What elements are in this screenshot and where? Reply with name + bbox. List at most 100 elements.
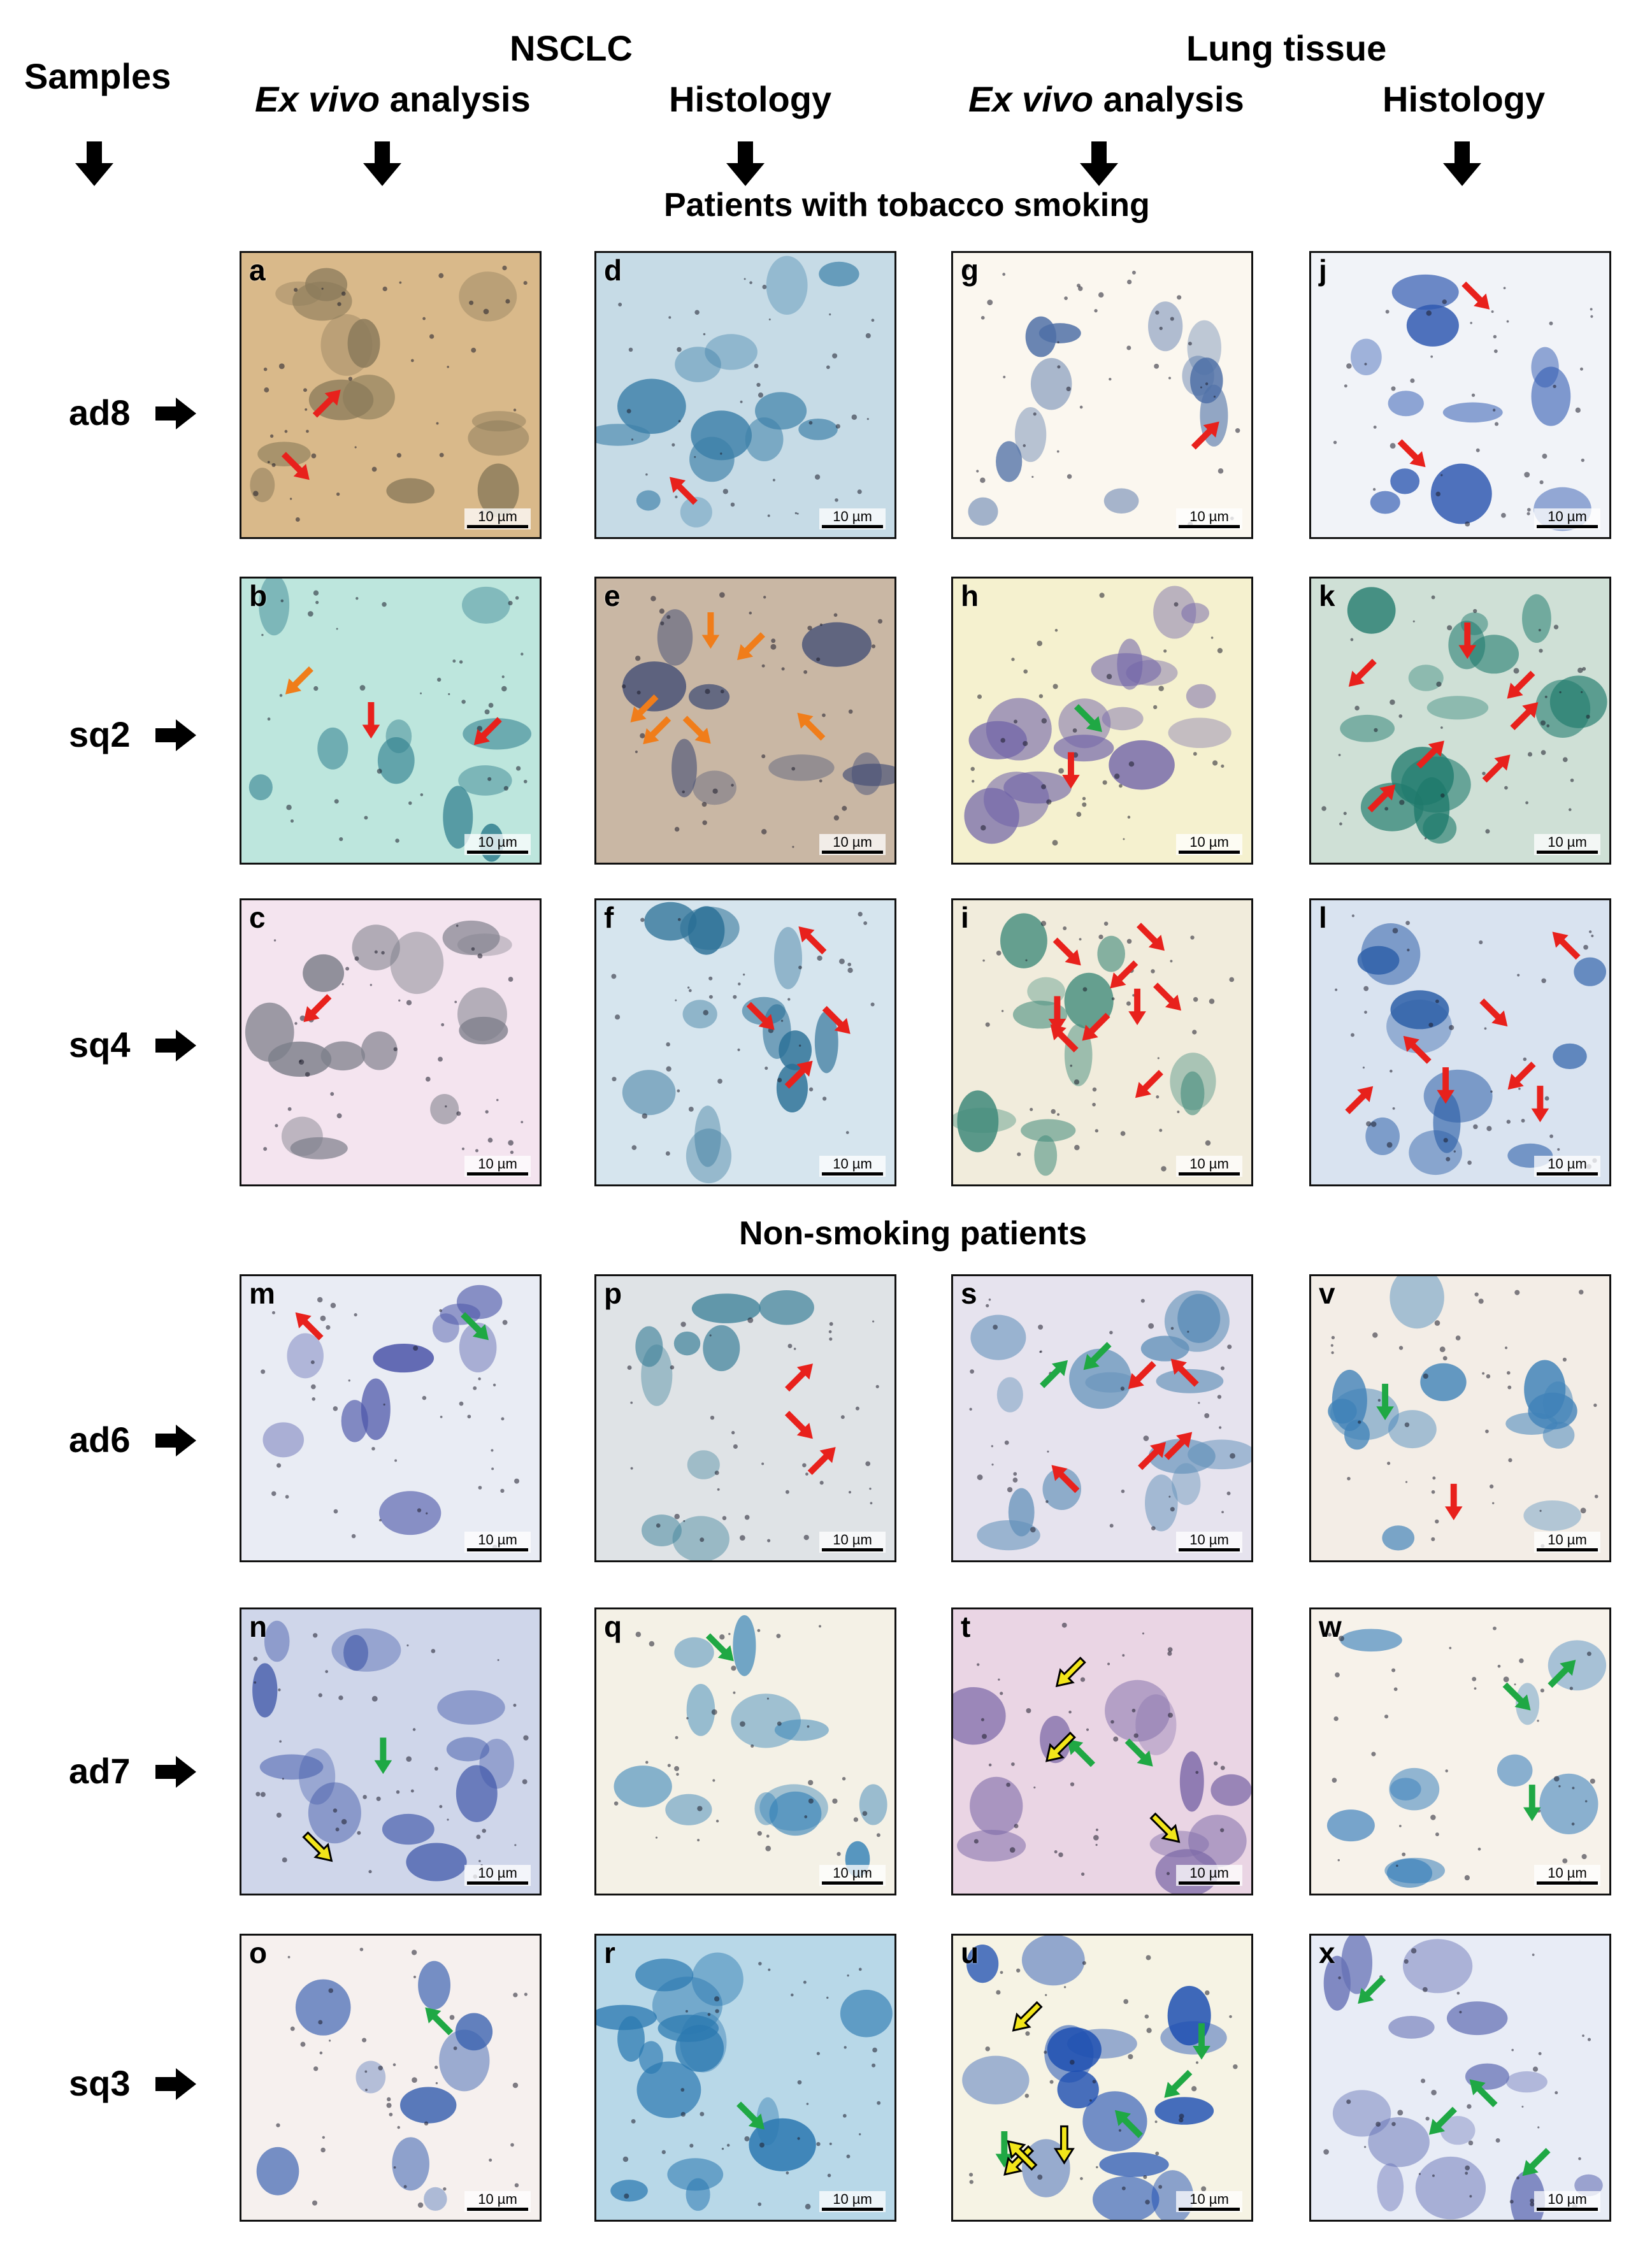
granule	[1168, 377, 1171, 380]
granule	[1025, 959, 1028, 961]
granule	[1532, 1953, 1535, 1956]
granule	[749, 611, 752, 615]
granule	[1235, 428, 1240, 433]
cell	[259, 1754, 324, 1780]
green-arrow-icon	[461, 1312, 489, 1341]
granule	[1338, 754, 1341, 756]
granule	[631, 1145, 637, 1151]
granule	[386, 2103, 392, 2108]
granule	[454, 1000, 457, 1003]
granule	[674, 826, 680, 832]
cell	[1430, 463, 1492, 524]
granule	[341, 291, 346, 296]
granule	[1004, 1440, 1009, 1445]
cell	[617, 2016, 645, 2062]
granule	[510, 1150, 514, 1154]
green-arrow-icon	[705, 1633, 734, 1662]
cell	[1535, 679, 1591, 738]
granule	[408, 801, 412, 805]
cell	[406, 1843, 467, 1881]
granule	[1392, 928, 1398, 934]
granule	[1047, 1450, 1049, 1453]
granule	[877, 619, 883, 624]
micrograph-panel-x: x 10 µm	[1309, 1934, 1611, 2222]
granule	[524, 1992, 528, 1996]
granule	[808, 421, 813, 425]
granule	[806, 2103, 809, 2105]
granule	[869, 1487, 872, 1490]
panel-letter: o	[249, 1936, 268, 1969]
granule	[313, 1633, 318, 1638]
cell	[614, 1765, 672, 1808]
granule	[333, 1406, 338, 1411]
granule	[406, 1000, 412, 1005]
granule	[1123, 838, 1125, 840]
cell	[774, 1719, 829, 1741]
granule	[1080, 2177, 1083, 2180]
granule	[1233, 2064, 1238, 2069]
granule	[341, 1818, 347, 1825]
granule	[254, 1681, 257, 1684]
granule	[1127, 816, 1131, 819]
cell	[459, 271, 517, 322]
granule	[1102, 780, 1107, 785]
scale-bar-label: 10 µm	[1548, 1156, 1587, 1172]
granule	[1503, 1676, 1509, 1683]
granule	[389, 2112, 393, 2117]
row-label: sq3	[69, 2063, 131, 2103]
granule	[1442, 1356, 1447, 1361]
granule	[364, 2070, 368, 2073]
granule	[1109, 377, 1112, 381]
granule	[1474, 1292, 1479, 1297]
cell	[352, 924, 400, 971]
granule	[865, 1461, 871, 1467]
granule	[966, 266, 970, 270]
granule	[514, 1478, 520, 1484]
granule	[674, 1765, 679, 1771]
cell	[687, 1450, 720, 1479]
granule	[707, 2013, 711, 2017]
granule	[791, 766, 796, 771]
panel-letter: r	[604, 1936, 615, 1969]
micrograph-panel-o: o 10 µm	[240, 1934, 542, 2222]
granule	[325, 1670, 329, 1673]
granule	[1212, 760, 1218, 766]
cell	[686, 1683, 715, 1736]
granule	[422, 1395, 427, 1400]
granule	[980, 824, 986, 831]
granule	[378, 2066, 383, 2071]
cell	[688, 684, 730, 710]
granule	[273, 939, 277, 942]
cell	[1521, 594, 1551, 644]
granule	[502, 265, 507, 271]
cell	[617, 378, 686, 434]
granule	[1121, 1489, 1125, 1493]
cell	[635, 1959, 694, 1992]
granule	[382, 286, 387, 292]
granule	[761, 1462, 765, 1465]
granule	[333, 1509, 338, 1514]
granule	[1072, 728, 1077, 733]
granule	[1159, 326, 1163, 331]
granule	[1014, 719, 1017, 724]
granule	[674, 1513, 680, 1520]
cell	[256, 2147, 299, 2196]
granule	[1354, 705, 1360, 711]
granule	[453, 2046, 457, 2050]
granule	[655, 1836, 658, 1839]
cell	[250, 468, 275, 503]
granule	[1210, 636, 1214, 639]
orange-arrow-icon	[736, 632, 765, 661]
red-arrow-icon	[1135, 1070, 1163, 1098]
cell	[1126, 659, 1178, 686]
granule	[1146, 2027, 1152, 2033]
granule	[1424, 837, 1427, 840]
red-arrow-icon	[1191, 421, 1219, 450]
cell	[814, 1010, 838, 1074]
granule	[876, 1833, 880, 1837]
panel-letter: w	[1319, 1610, 1342, 1643]
granule	[354, 956, 359, 961]
granule	[1392, 1107, 1395, 1110]
granule	[1153, 705, 1158, 710]
granule	[275, 1124, 278, 1128]
